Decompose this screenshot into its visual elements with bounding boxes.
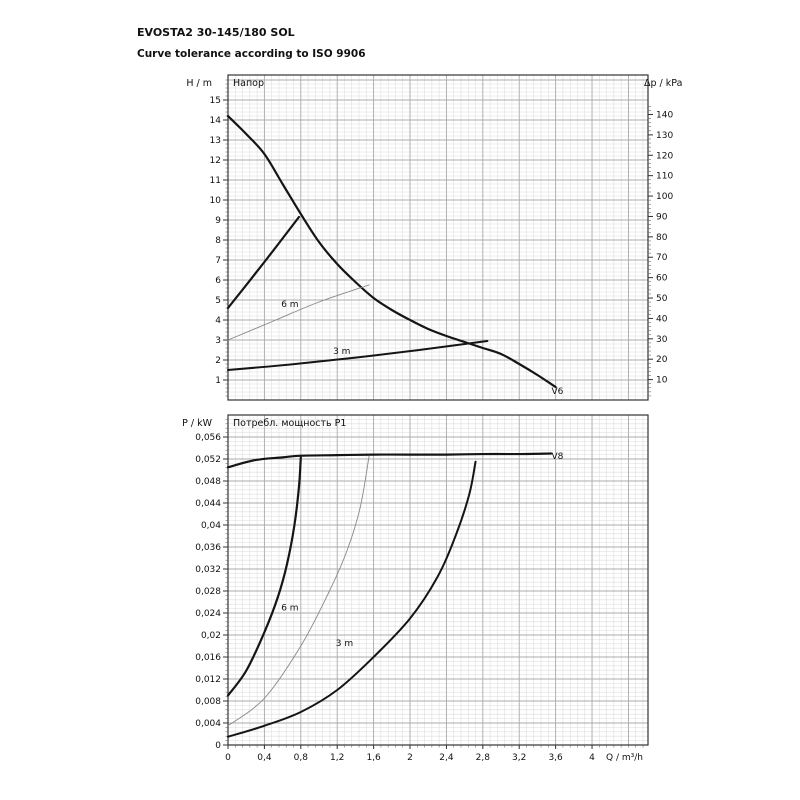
svg-text:7: 7: [215, 256, 221, 266]
svg-text:10: 10: [656, 376, 668, 386]
svg-text:0,008: 0,008: [195, 697, 221, 707]
svg-text:4: 4: [215, 316, 221, 326]
svg-text:0,056: 0,056: [195, 433, 221, 443]
svg-text:0,02: 0,02: [201, 631, 221, 641]
svg-text:140: 140: [656, 110, 673, 120]
svg-text:2: 2: [407, 753, 413, 763]
svg-text:5: 5: [215, 296, 221, 306]
svg-text:0,048: 0,048: [195, 477, 221, 487]
svg-text:3 m: 3 m: [336, 639, 353, 649]
svg-text:90: 90: [656, 212, 668, 222]
svg-text:0,036: 0,036: [195, 543, 221, 553]
svg-text:110: 110: [656, 172, 673, 182]
svg-text:0,04: 0,04: [201, 521, 221, 531]
svg-text:50: 50: [656, 294, 668, 304]
svg-text:11: 11: [210, 176, 221, 186]
svg-text:130: 130: [656, 131, 673, 141]
svg-text:Δp / kPa: Δp / kPa: [644, 78, 682, 89]
svg-text:0,024: 0,024: [195, 609, 221, 619]
svg-text:6: 6: [215, 276, 221, 286]
svg-text:3,6: 3,6: [548, 753, 563, 763]
svg-text:0,044: 0,044: [195, 499, 221, 509]
svg-text:Потребл. мощность P1: Потребл. мощность P1: [233, 418, 346, 429]
svg-text:Напор: Напор: [233, 78, 264, 89]
svg-text:0,004: 0,004: [195, 719, 221, 729]
svg-text:6 m: 6 m: [281, 603, 298, 613]
svg-text:1,2: 1,2: [330, 753, 344, 763]
svg-text:120: 120: [656, 151, 673, 161]
svg-text:0,052: 0,052: [195, 455, 221, 465]
svg-text:3: 3: [215, 336, 221, 346]
page-title: EVOSTA2 30-145/180 SOL: [137, 26, 295, 39]
svg-text:80: 80: [656, 233, 668, 243]
svg-text:0,032: 0,032: [195, 565, 221, 575]
svg-text:40: 40: [656, 314, 668, 324]
svg-text:2,8: 2,8: [476, 753, 491, 763]
svg-text:13: 13: [210, 136, 221, 146]
svg-text:3,2: 3,2: [512, 753, 526, 763]
svg-text:20: 20: [656, 355, 668, 365]
svg-text:2,4: 2,4: [439, 753, 454, 763]
svg-text:9: 9: [215, 216, 221, 226]
svg-text:0: 0: [225, 753, 231, 763]
svg-text:Q / m³/h: Q / m³/h: [606, 753, 643, 763]
svg-text:V6: V6: [552, 387, 564, 397]
svg-text:0,016: 0,016: [195, 653, 221, 663]
svg-text:100: 100: [656, 192, 673, 202]
svg-text:2: 2: [215, 356, 221, 366]
svg-text:3 m: 3 m: [333, 347, 350, 357]
svg-text:12: 12: [210, 156, 221, 166]
svg-text:P / kW: P / kW: [182, 418, 212, 429]
svg-text:0,012: 0,012: [195, 675, 221, 685]
svg-text:8: 8: [215, 236, 221, 246]
svg-text:1: 1: [215, 376, 221, 386]
svg-text:15: 15: [210, 96, 221, 106]
svg-text:0,4: 0,4: [257, 753, 272, 763]
svg-text:4: 4: [589, 753, 595, 763]
svg-text:60: 60: [656, 274, 668, 284]
svg-text:1,6: 1,6: [366, 753, 381, 763]
svg-text:0,028: 0,028: [195, 587, 221, 597]
page-subtitle: Curve tolerance according to ISO 9906: [137, 48, 366, 60]
svg-text:H / m: H / m: [186, 78, 212, 89]
svg-text:70: 70: [656, 253, 668, 263]
svg-text:0,8: 0,8: [294, 753, 309, 763]
svg-text:10: 10: [210, 196, 222, 206]
svg-text:6 m: 6 m: [281, 300, 298, 310]
svg-text:14: 14: [210, 116, 222, 126]
svg-text:V8: V8: [552, 452, 564, 462]
svg-text:0: 0: [215, 741, 221, 751]
svg-text:30: 30: [656, 335, 668, 345]
